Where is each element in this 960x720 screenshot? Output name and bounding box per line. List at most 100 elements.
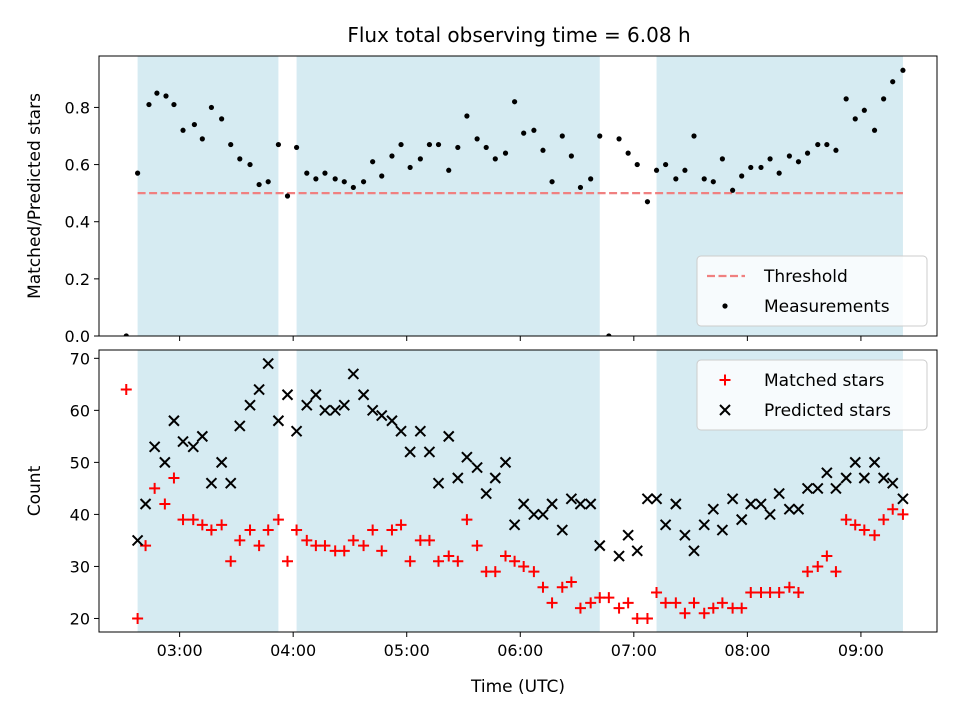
x-tick-label: 03:00: [157, 641, 203, 660]
matched-point: [132, 612, 144, 624]
matched-point: [500, 550, 512, 562]
ratio-panel: 0.0 0.2 0.4 0.6 0.8 Matched/Predicted stars Th…: [25, 55, 938, 346]
predicted-point: [821, 467, 833, 479]
measurement-point: [588, 176, 594, 182]
predicted-point: [414, 425, 427, 437]
matched-point: [688, 597, 700, 609]
measurement-point: [332, 176, 338, 182]
predicted-point: [272, 415, 285, 427]
predicted-point: [310, 389, 322, 401]
measurement-point: [719, 156, 725, 162]
axes-frame: [98, 349, 938, 633]
predicted-point: [187, 441, 199, 453]
matched-point: [291, 524, 303, 536]
matched-point: [301, 534, 313, 546]
predicted-point: [659, 519, 672, 531]
predicted-point: [461, 451, 473, 463]
matched-point: [376, 545, 388, 557]
matched-point: [878, 514, 890, 526]
measurement-point: [881, 96, 887, 102]
y-tick-label: 60: [70, 401, 90, 420]
matched-point: [556, 581, 568, 593]
matched-point: [347, 534, 359, 546]
measurement-point: [275, 141, 282, 148]
count-panel: 20 30 40 50 60 70 03:00 04:00 05:00 06:00 07:00 08:…: [25, 349, 938, 697]
matched-point: [187, 514, 199, 526]
matched-point: [840, 514, 852, 526]
measurement-point: [483, 144, 489, 151]
matched-point: [489, 566, 501, 578]
legend-predicted-swatch: [719, 404, 731, 416]
predicted-point: [471, 461, 483, 474]
measurement-point: [435, 141, 442, 148]
predicted-point: [688, 545, 700, 557]
measurement-point: [739, 173, 745, 179]
matched-point: [546, 597, 558, 609]
matched-point: [120, 384, 132, 396]
predicted-point: [650, 493, 663, 505]
matched-point: [641, 612, 653, 624]
legend-measurement-swatch: [722, 303, 728, 309]
predicted-point: [489, 472, 501, 484]
matched-point: [433, 555, 445, 567]
measurement-point: [625, 150, 631, 156]
matched-point: [802, 566, 814, 578]
legend-matched-swatch: [719, 374, 731, 386]
measurement-point: [540, 147, 546, 153]
measurement-point: [313, 176, 319, 182]
legend-label: Threshold: [763, 267, 848, 287]
measurement-point: [616, 136, 622, 142]
predicted-point: [773, 487, 785, 500]
measurement-point: [710, 179, 716, 185]
measurement-point: [284, 193, 291, 199]
predicted-point: [508, 519, 521, 531]
predicted-point: [347, 368, 360, 380]
measurement-point: [341, 179, 347, 185]
y-tick-label: 50: [70, 453, 90, 472]
measurement-point: [521, 130, 527, 136]
matched-point: [745, 586, 757, 598]
y-tick-label: 0.2: [65, 270, 90, 289]
measurement-point: [502, 150, 509, 156]
predicted-point: [404, 446, 416, 458]
predicted-point: [366, 404, 379, 417]
measurement-point: [824, 141, 830, 148]
matched-point: [149, 482, 161, 494]
predicted-point: [196, 430, 209, 443]
predicted-point: [480, 487, 492, 500]
predicted-point: [670, 498, 682, 510]
predicted-point: [432, 477, 445, 489]
matched-point: [574, 602, 586, 614]
legend: Matched stars Predicted stars: [696, 359, 928, 431]
predicted-point: [528, 508, 540, 521]
predicted-point: [707, 503, 720, 515]
measurement-point: [795, 159, 802, 165]
predicted-point: [868, 456, 881, 469]
matched-point: [783, 581, 795, 593]
measurement-point: [748, 164, 754, 171]
measurement-point: [208, 104, 215, 111]
predicted-point: [594, 539, 606, 552]
measurement-point: [247, 161, 253, 168]
measurement-point: [180, 127, 186, 133]
plot-area: [120, 350, 909, 632]
predicted-point: [290, 425, 303, 437]
measurement-point: [776, 170, 782, 176]
matched-point: [679, 607, 691, 619]
predicted-point: [376, 409, 388, 422]
measurement-point: [758, 164, 764, 171]
measurement-point: [237, 156, 243, 162]
y-axis-label: Matched/Predicted stars: [25, 93, 45, 299]
predicted-point: [159, 456, 171, 469]
matched-point: [830, 566, 842, 578]
predicted-point: [897, 493, 909, 505]
observing-band-2: [296, 56, 600, 336]
measurement-point: [370, 159, 376, 165]
predicted-point: [556, 524, 568, 536]
measurement-point: [146, 101, 152, 108]
measurement-point: [786, 153, 792, 159]
measurement-point: [682, 167, 688, 173]
predicted-point: [546, 498, 558, 510]
measurement-point: [163, 93, 169, 99]
